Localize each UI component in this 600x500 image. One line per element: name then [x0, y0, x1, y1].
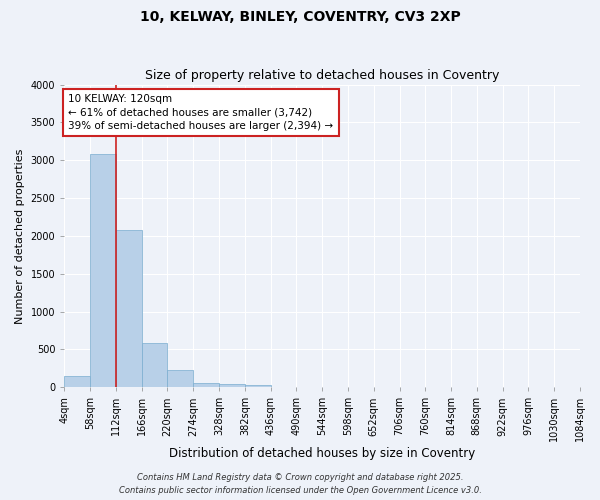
Text: 10 KELWAY: 120sqm
← 61% of detached houses are smaller (3,742)
39% of semi-detac: 10 KELWAY: 120sqm ← 61% of detached hous…	[68, 94, 334, 131]
Bar	[142, 344, 167, 387]
Bar	[167, 370, 193, 387]
Text: 10, KELWAY, BINLEY, COVENTRY, CV3 2XP: 10, KELWAY, BINLEY, COVENTRY, CV3 2XP	[140, 10, 460, 24]
Bar	[219, 384, 245, 387]
Bar	[193, 382, 219, 387]
Bar	[116, 230, 142, 387]
Text: Contains HM Land Registry data © Crown copyright and database right 2025.
Contai: Contains HM Land Registry data © Crown c…	[119, 474, 481, 495]
Bar	[245, 385, 271, 387]
Bar	[90, 154, 116, 387]
Bar	[64, 376, 90, 387]
Y-axis label: Number of detached properties: Number of detached properties	[15, 148, 25, 324]
Title: Size of property relative to detached houses in Coventry: Size of property relative to detached ho…	[145, 69, 499, 82]
X-axis label: Distribution of detached houses by size in Coventry: Distribution of detached houses by size …	[169, 447, 475, 460]
